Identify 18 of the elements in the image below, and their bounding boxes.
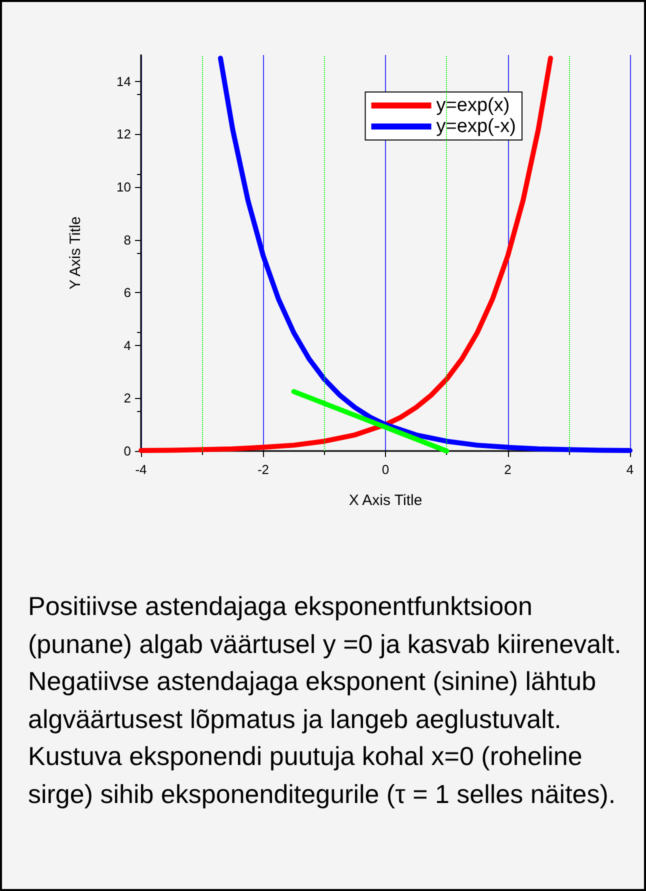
y-tick-label: 4	[124, 338, 131, 353]
y-tick-label: 2	[124, 390, 131, 406]
x-tick-label: -2	[257, 462, 270, 477]
y-tick-label: 10	[116, 180, 131, 194]
text: Positiivse astendajaga eksponentfunktsioon (punane) algab väärtusel y =0 ja kasvab kiirenevalt. Negatiivse astendajaga eksponent (sinine) lähtub algväärtusest lõpmatus ja langeb aeglustuvalt. Kustuva eksponendi puutuja kohal x=0 (roheline sirge) sihib eksponenditegurile (τ = 1 selles näites).	[28, 590, 622, 810]
y-axis-title: Y Axis Title	[67, 216, 84, 290]
y-tick-label: 6	[124, 285, 131, 300]
legend-label: y=exp(x)	[436, 95, 510, 116]
x-axis-title: X Axis Title	[348, 492, 422, 509]
y-tick-label: 12	[116, 126, 131, 142]
x-tick-label: -4	[135, 462, 147, 477]
legend-label: y=exp(-x)	[436, 116, 516, 137]
y-tick-label: 8	[124, 232, 131, 248]
y-tick-label: 0	[124, 444, 131, 458]
y-tick-label: 14	[116, 74, 131, 89]
x-tick-label: 2	[504, 462, 512, 477]
x-tick-label: 0	[382, 462, 390, 477]
x-tick-label: 4	[626, 462, 634, 477]
